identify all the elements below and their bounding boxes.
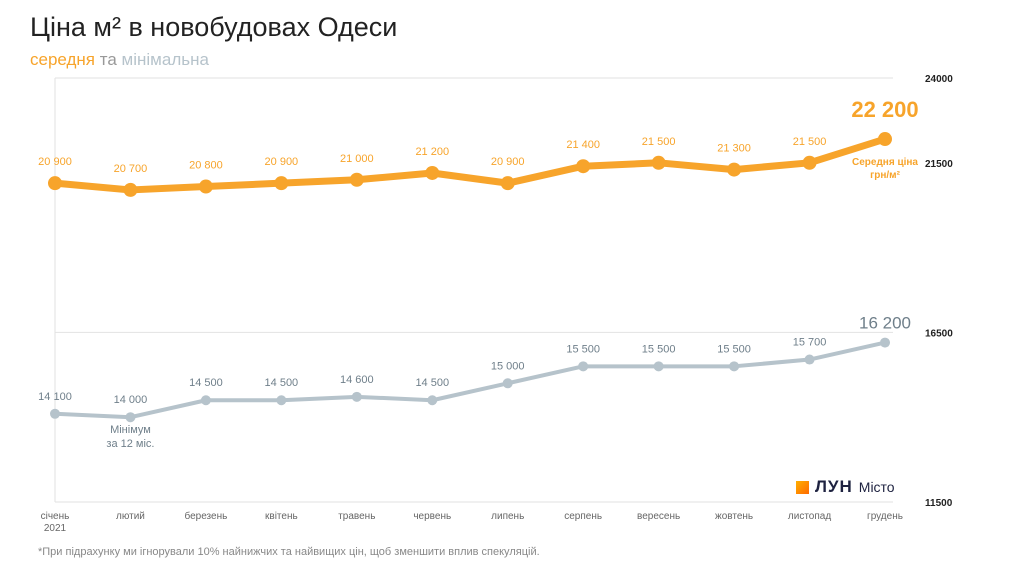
data-label: 20 900	[491, 156, 525, 168]
data-label: 14 500	[189, 377, 223, 389]
data-point	[802, 155, 817, 170]
data-point	[425, 165, 440, 180]
data-label: 21 500	[642, 136, 676, 148]
y-tick-label: 16500	[925, 328, 953, 339]
logo-brand: ЛУН	[815, 477, 853, 496]
data-point	[48, 176, 62, 191]
x-tick-label: квітень	[265, 511, 298, 522]
data-point	[878, 132, 892, 147]
data-label: 14 600	[340, 374, 374, 386]
data-point	[653, 361, 664, 372]
data-point	[880, 337, 890, 348]
x-tick-label: 2021	[44, 523, 67, 534]
data-label: 14 000	[114, 394, 148, 406]
x-tick-label: січень	[41, 511, 70, 522]
data-label: 22 200	[851, 97, 918, 122]
x-tick-label: липень	[491, 511, 524, 522]
x-tick-label: травень	[338, 511, 375, 522]
chart-subtitle: середня та мінімальна	[30, 50, 209, 70]
x-tick-label: серпень	[564, 511, 602, 522]
data-point	[198, 179, 213, 194]
data-point	[125, 412, 136, 423]
data-point	[729, 361, 740, 372]
min-annotation: за 12 міс.	[106, 438, 154, 450]
x-tick-label: лютий	[116, 511, 145, 522]
data-label: 21 200	[415, 146, 449, 158]
y-tick-label: 11500	[925, 498, 953, 509]
data-point	[276, 395, 287, 406]
data-point	[576, 159, 591, 174]
data-label: 20 700	[114, 163, 148, 175]
x-tick-label: жовтень	[715, 511, 753, 522]
data-point	[50, 408, 60, 419]
data-point	[427, 395, 438, 406]
data-label: 15 700	[793, 337, 827, 349]
data-point	[578, 361, 589, 372]
data-point	[804, 354, 815, 365]
data-label: 21 400	[566, 139, 600, 151]
x-tick-label: грудень	[867, 511, 903, 522]
data-label: 15 500	[566, 343, 600, 355]
data-label: 20 900	[38, 156, 72, 168]
data-label: 15 500	[642, 343, 676, 355]
subtitle-and: та	[99, 50, 117, 69]
min-annotation: Мінімум	[110, 424, 151, 436]
x-tick-label: березень	[184, 510, 227, 522]
logo-sub: Місто	[858, 479, 895, 495]
data-label: 21 000	[340, 153, 374, 165]
data-point	[200, 395, 211, 406]
data-label: 21 500	[793, 136, 827, 148]
data-label: 20 900	[265, 156, 299, 168]
data-label: 14 500	[415, 377, 449, 389]
data-label: 15 000	[491, 360, 525, 372]
data-label: 20 800	[189, 160, 223, 172]
data-label: 14 100	[38, 391, 72, 403]
data-label: 15 500	[717, 343, 751, 355]
data-label: 16 200	[859, 314, 911, 333]
y-tick-label: 21500	[925, 159, 953, 170]
lun-logo: ЛУН Місто	[796, 477, 895, 497]
subtitle-avg: середня	[30, 50, 96, 69]
data-point	[651, 155, 666, 170]
footnote: *При підрахунку ми ігнорували 10% найниж…	[38, 546, 540, 558]
data-label: 21 300	[717, 143, 751, 155]
data-label: 14 500	[265, 377, 299, 389]
data-point	[349, 172, 364, 187]
y-tick-label: 24000	[925, 74, 953, 85]
data-point	[727, 162, 742, 177]
data-point	[274, 176, 289, 191]
x-tick-label: листопад	[788, 511, 831, 522]
subtitle-min: мінімальна	[121, 50, 209, 69]
x-tick-label: червень	[413, 511, 451, 522]
avg-annotation: грн/м²	[870, 170, 900, 181]
data-point	[500, 176, 515, 191]
series-line-середня	[54, 135, 887, 194]
chart-title: Ціна м² в новобудовах Одеси	[30, 12, 398, 42]
logo-square-icon	[796, 480, 809, 494]
x-tick-label: вересень	[637, 511, 680, 522]
series-line-мінімальна	[54, 340, 886, 420]
data-point	[351, 391, 362, 402]
avg-annotation: Середня ціна	[852, 157, 918, 168]
data-point	[123, 182, 138, 197]
data-point	[502, 378, 513, 389]
